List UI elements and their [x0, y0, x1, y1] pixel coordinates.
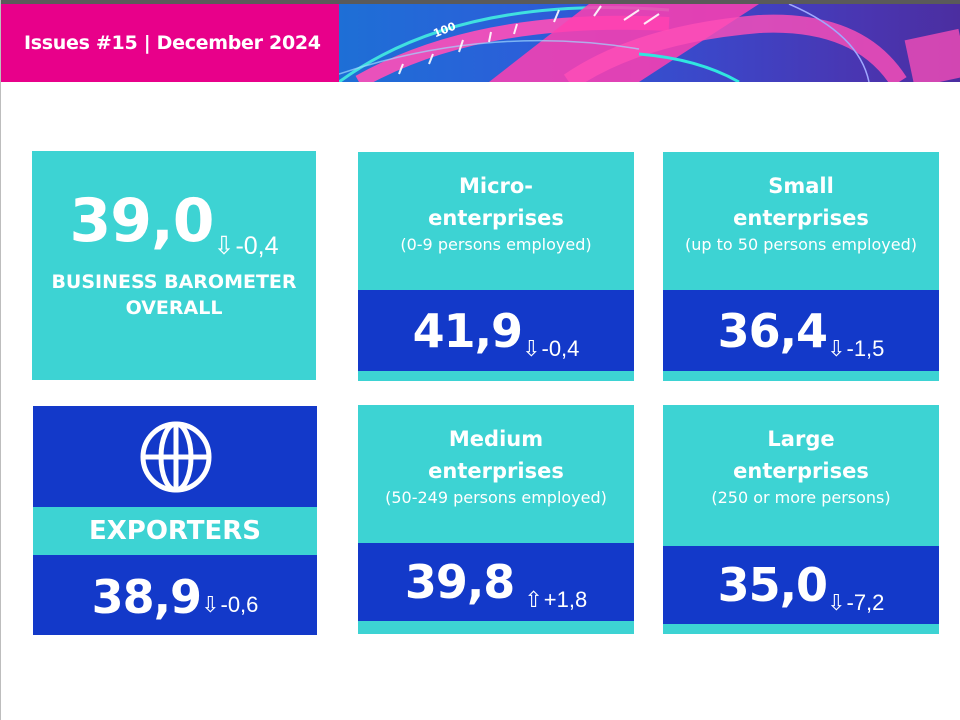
card-title-line2: enterprises — [733, 459, 869, 483]
arrow-down-icon: ⇩ — [827, 336, 846, 361]
speedometer-illustration: 100 — [339, 4, 960, 82]
card-change-value: -1,5 — [846, 336, 885, 361]
card-change-value: -7,2 — [846, 590, 885, 615]
card-subtitle: (250 or more persons) — [711, 488, 891, 507]
card-value: 36,4 — [717, 304, 828, 358]
arrow-down-icon: ⇩ — [827, 590, 846, 615]
arrow-down-icon: ⇩ — [522, 336, 541, 361]
exporters-change: ⇩ -0,6 — [201, 591, 259, 617]
speedometer-banner: 100 — [339, 4, 960, 82]
card-title-line2: enterprises — [428, 206, 564, 230]
large-enterprises-card: Large enterprises (250 or more persons) … — [663, 405, 939, 634]
card-title-line2: enterprises — [733, 206, 869, 230]
overall-change-value: -0,4 — [235, 232, 279, 260]
card-title-line1: Medium — [448, 427, 544, 451]
card-change-value: +1,8 — [543, 587, 588, 612]
card-change: ⇧ +1,8 — [524, 589, 587, 611]
top-border — [1, 0, 960, 4]
header: Issues #15 | December 2024 — [1, 4, 960, 82]
overall-value-row: 39,0 ⇩ -0,4 — [32, 186, 316, 259]
card-subtitle: (0-9 persons employed) — [400, 235, 592, 254]
card-value: 41,9 — [412, 304, 523, 358]
value-band: 35,0 ⇩ -7,2 — [663, 546, 939, 624]
overall-label-line1: BUSINESS BAROMETER — [51, 271, 297, 293]
value-band: 39,8 ⇧ +1,8 — [358, 543, 634, 621]
micro-enterprises-card: Micro- enterprises (0-9 persons employed… — [358, 152, 634, 381]
overall-label: BUSINESS BAROMETER OVERALL — [32, 269, 316, 321]
arrow-down-icon: ⇩ — [213, 232, 235, 260]
issue-label-box: Issues #15 | December 2024 — [1, 4, 339, 82]
overall-change: ⇩ -0,4 — [214, 234, 279, 259]
card-subtitle: (up to 50 persons employed) — [684, 235, 917, 254]
value-row: 41,9 ⇩ -0,4 — [358, 304, 634, 360]
value-row: 35,0 ⇩ -7,2 — [663, 558, 939, 614]
value-band: 41,9 ⇩ -0,4 — [358, 290, 634, 371]
card-change: ⇩ -1,5 — [827, 338, 884, 360]
card-subtitle: (50-249 persons employed) — [385, 488, 607, 507]
arrow-down-icon: ⇩ — [201, 591, 220, 617]
exporters-card: EXPORTERS 38,9 ⇩ -0,6 — [33, 406, 317, 635]
exporters-change-value: -0,6 — [220, 591, 259, 617]
card-heading: Micro- enterprises (0-9 persons employed… — [358, 152, 634, 256]
value-row: 36,4 ⇩ -1,5 — [663, 304, 939, 360]
value-band: 36,4 ⇩ -1,5 — [663, 290, 939, 371]
card-heading: Small enterprises (up to 50 persons empl… — [663, 152, 939, 256]
card-value: 39,8 — [404, 555, 515, 609]
exporters-value-row: 38,9 ⇩ -0,6 — [33, 556, 317, 635]
globe-icon — [140, 421, 212, 493]
arrow-up-icon: ⇧ — [524, 587, 543, 612]
card-change: ⇩ -7,2 — [827, 592, 884, 614]
exporters-value: 38,9 — [91, 569, 202, 624]
overall-card: 39,0 ⇩ -0,4 BUSINESS BAROMETER OVERALL — [32, 151, 316, 380]
card-change: ⇩ -0,4 — [522, 338, 579, 360]
card-title-line2: enterprises — [428, 459, 564, 483]
card-title-line1: Large — [767, 427, 835, 451]
card-title-line1: Micro- — [458, 174, 534, 198]
card-value: 35,0 — [717, 558, 828, 612]
exporters-label: EXPORTERS — [33, 507, 317, 555]
overall-value: 39,0 — [69, 186, 214, 256]
issue-label: Issues #15 | December 2024 — [24, 32, 321, 54]
card-title-line1: Small — [768, 174, 834, 198]
medium-enterprises-card: Medium enterprises (50-249 persons emplo… — [358, 405, 634, 634]
value-row: 39,8 ⇧ +1,8 — [358, 555, 634, 611]
card-heading: Large enterprises (250 or more persons) — [663, 405, 939, 509]
card-change-value: -0,4 — [541, 336, 580, 361]
card-heading: Medium enterprises (50-249 persons emplo… — [358, 405, 634, 509]
overall-label-line2: OVERALL — [125, 297, 223, 319]
small-enterprises-card: Small enterprises (up to 50 persons empl… — [663, 152, 939, 381]
